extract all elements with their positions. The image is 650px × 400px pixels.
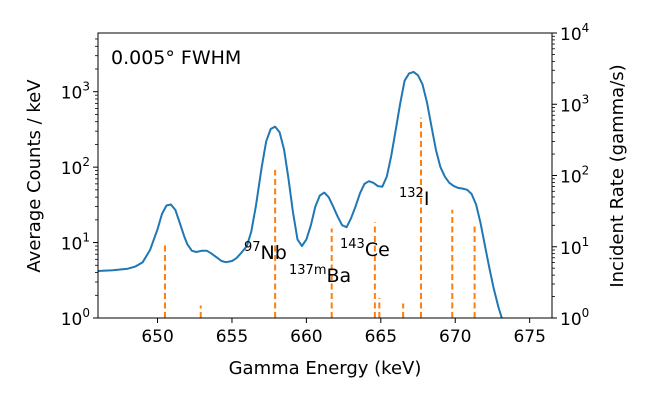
label-nb97: 97Nb (244, 240, 287, 264)
y-right-tick-label-1: 100 (560, 306, 589, 330)
x-tick-label-650: 650 (141, 327, 173, 347)
axes-layer: 650 655 660 665 670 675 100 101 102 103 100 101 102 1… (61, 21, 590, 347)
y-left-axis-title: Average Counts / keV (24, 79, 45, 273)
label-ba137m-element: Ba (326, 265, 351, 287)
y-left-tick-label-1: 100 (61, 306, 90, 330)
label-ce143-element: Ce (365, 239, 390, 261)
y-left-tick-label-1000: 103 (61, 80, 90, 104)
label-nb97-mass: 97 (244, 240, 261, 255)
x-tick-label-665: 665 (365, 327, 397, 347)
label-i132: 132I (399, 186, 429, 210)
x-tick-label-660: 660 (290, 327, 322, 347)
y-right-tick-label-10000: 104 (560, 21, 589, 45)
x-axis-title: Gamma Energy (keV) (229, 358, 422, 379)
y-left-tick-label-100: 102 (61, 155, 90, 179)
x-tick-label-675: 675 (513, 327, 545, 347)
fwhm-annotation: 0.005° FWHM (111, 47, 241, 69)
label-i132-mass: 132 (399, 186, 424, 201)
label-ba137m: 137mBa (289, 263, 351, 287)
counts-spectrum-line (98, 70, 503, 318)
y-right-tick-label-10: 101 (560, 235, 589, 259)
x-tick-label-670: 670 (439, 327, 471, 347)
plot-layer (98, 70, 503, 318)
label-ce143: 143Ce (340, 237, 390, 261)
label-ce143-mass: 143 (340, 237, 365, 252)
label-i132-element: I (424, 188, 430, 210)
y-right-axis-title: Incident Rate (gamma/s) (607, 64, 628, 287)
label-ba137m-mass: 137m (289, 263, 326, 278)
y-right-tick-label-1000: 103 (560, 92, 589, 116)
y-left-tick-label-10: 101 (61, 231, 90, 255)
y-right-tick-label-100: 102 (560, 164, 589, 188)
label-nb97-element: Nb (261, 242, 287, 264)
x-tick-label-655: 655 (216, 327, 248, 347)
